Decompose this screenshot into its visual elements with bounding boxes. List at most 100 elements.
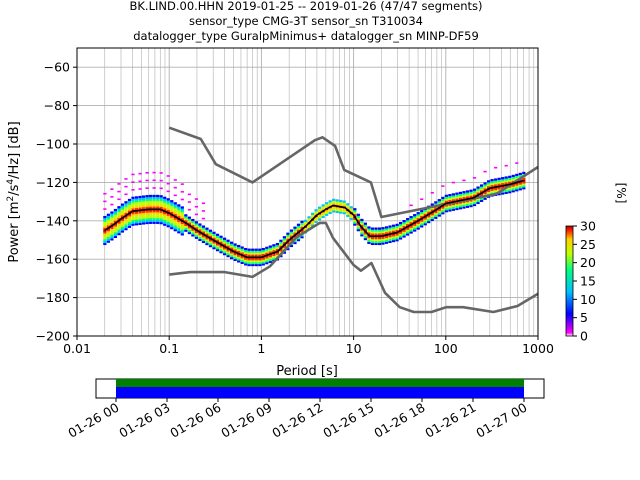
heatmap-outlier — [145, 187, 149, 189]
heatmap-cell — [413, 217, 417, 221]
heatmap-cell — [391, 239, 396, 243]
heatmap-cell — [141, 197, 146, 200]
heatmap-cell — [388, 238, 392, 242]
heatmap-cell — [406, 219, 410, 223]
heatmap-cell — [268, 255, 272, 258]
heatmap-outlier — [194, 205, 198, 208]
heatmap-cell — [258, 260, 262, 263]
heatmap-cell — [170, 202, 174, 205]
heatmap-cell — [286, 236, 290, 239]
heatmap-cell — [391, 224, 396, 227]
heatmap-cell — [293, 232, 297, 235]
heatmap-outlier — [462, 179, 466, 182]
heatmap-cell — [398, 231, 403, 234]
heatmap-cell — [430, 203, 434, 206]
heatmap-cell — [437, 202, 441, 206]
heatmap-cell — [296, 227, 301, 230]
heatmap-cell — [458, 191, 463, 195]
heatmap-cell — [258, 250, 262, 253]
heatmap-cell — [177, 219, 181, 222]
heatmap-cell — [321, 215, 325, 219]
heatmap-cell — [219, 245, 223, 248]
heatmap-cell — [201, 229, 206, 232]
heatmap-cell — [402, 221, 406, 225]
heatmap-cell — [328, 200, 332, 203]
heatmap-cell — [342, 212, 346, 215]
heatmap-cell — [113, 220, 118, 223]
heatmap-cell — [152, 198, 156, 201]
heatmap-cell — [261, 249, 265, 253]
heatmap-cell — [163, 202, 167, 205]
heatmap-cell — [198, 227, 202, 230]
heatmap-cell — [254, 250, 258, 253]
heatmap-cell — [318, 210, 322, 213]
heatmap-outlier — [201, 202, 206, 205]
heatmap-cell — [508, 189, 512, 192]
heatmap-cell — [258, 254, 262, 257]
heatmap-cell — [318, 206, 322, 209]
heatmap-cell — [117, 213, 121, 217]
heatmap-cell — [120, 226, 125, 229]
heatmap-cell — [511, 178, 515, 181]
heatmap-cell — [501, 186, 505, 189]
heatmap-cell — [103, 235, 107, 238]
heatmap-cell — [145, 221, 149, 225]
heatmap-cell — [131, 221, 135, 224]
heatmap-cell — [420, 213, 424, 216]
heatmap-cell — [215, 237, 220, 240]
heatmap-cell — [237, 258, 241, 261]
heatmap-cell — [353, 210, 357, 213]
heatmap-outlier — [103, 200, 107, 203]
heatmap-cell — [120, 215, 125, 218]
heatmap-cell — [222, 253, 227, 256]
heatmap-cell — [402, 233, 406, 236]
heatmap-cell — [159, 206, 163, 209]
heatmap-cell — [303, 227, 308, 230]
heatmap-cell — [318, 218, 322, 221]
heatmap-cell — [166, 219, 170, 222]
heatmap-cell — [258, 263, 262, 267]
heatmap-cell — [254, 248, 258, 251]
heatmap-cell — [374, 227, 378, 230]
heatmap-cell — [184, 214, 188, 217]
heatmap-cell — [106, 230, 110, 234]
heatmap-cell — [124, 222, 128, 225]
heatmap-cell — [314, 211, 318, 214]
heatmap-cell — [113, 218, 118, 221]
heatmap-outlier — [472, 177, 477, 179]
heatmap-cell — [177, 231, 181, 234]
heatmap-cell — [117, 211, 121, 215]
heatmap-cell — [166, 225, 170, 228]
heatmap-cell — [289, 239, 294, 242]
heatmap-cell — [300, 226, 304, 229]
heatmap-cell — [328, 211, 332, 215]
heatmap-cell — [103, 215, 107, 219]
heatmap-cell — [110, 213, 114, 216]
heatmap-cell — [286, 234, 290, 237]
heatmap-cell — [244, 259, 248, 262]
heatmap-cell — [479, 186, 484, 189]
heatmap-cell — [377, 229, 382, 232]
heatmap-cell — [258, 262, 262, 265]
heatmap-cell — [349, 208, 353, 211]
heatmap-cell — [406, 227, 410, 230]
heatmap-cell — [363, 237, 367, 241]
heatmap-cell — [261, 247, 265, 251]
heatmap-cell — [458, 203, 463, 206]
heatmap-cell — [177, 208, 181, 211]
heatmap-outlier — [441, 185, 445, 187]
heatmap-cell — [423, 209, 427, 212]
heatmap-cell — [117, 208, 121, 211]
heatmap-cell — [184, 223, 188, 227]
heatmap-cell — [134, 200, 139, 203]
heatmap-cell — [131, 212, 135, 215]
heatmap-cell — [152, 206, 156, 209]
heatmap-cell — [406, 231, 410, 234]
heatmap-cell — [205, 242, 209, 246]
heatmap-cell — [163, 208, 167, 211]
heatmap-cell — [173, 202, 177, 205]
heatmap-cell — [110, 228, 114, 231]
heatmap-cell — [159, 214, 163, 217]
heatmap-cell — [511, 186, 515, 189]
heatmap-cell — [353, 223, 357, 226]
